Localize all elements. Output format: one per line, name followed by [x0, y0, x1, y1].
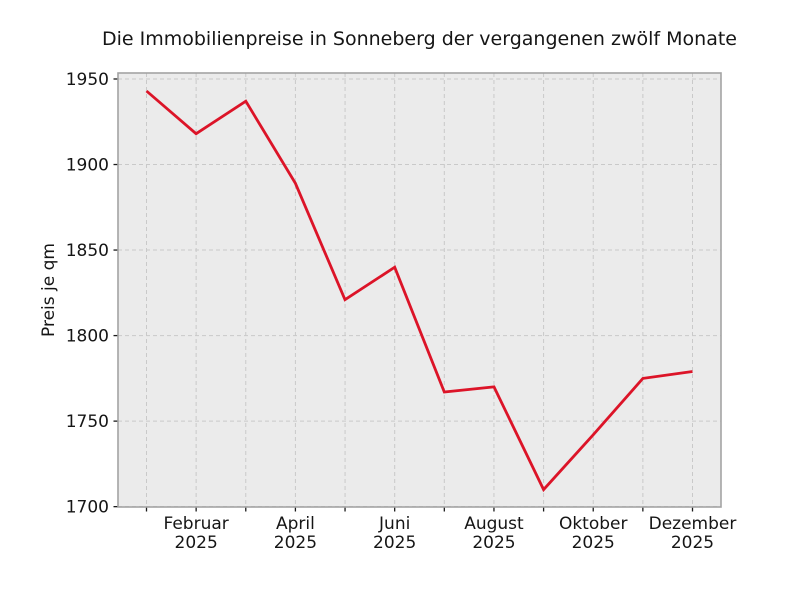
y-tick-label: 1950 [66, 70, 109, 90]
x-tick-label-month: Dezember [649, 514, 737, 534]
x-tick-label-month: Februar [163, 514, 228, 534]
y-tick-label: 1850 [66, 241, 109, 261]
y-tick-label: 1750 [66, 412, 109, 432]
x-tick-label-year: 2025 [472, 533, 515, 553]
plot-border [117, 72, 722, 508]
x-tick-label-year: 2025 [671, 533, 714, 553]
x-tick-label-month: August [464, 514, 524, 534]
x-tick-label-year: 2025 [274, 533, 317, 553]
chart-title: Die Immobilienpreise in Sonneberg der ve… [102, 28, 737, 50]
y-tick-label: 1800 [66, 327, 109, 347]
x-tick-label-year: 2025 [175, 533, 218, 553]
x-tick-label-month: April [276, 514, 315, 534]
price-line-series [145, 89, 693, 493]
x-tick-label-month: Juni [378, 514, 410, 534]
x-tick-label-year: 2025 [572, 533, 615, 553]
y-tick-label: 1900 [66, 156, 109, 176]
x-tick-label-month: Oktober [559, 514, 628, 534]
x-tick-label-year: 2025 [373, 533, 416, 553]
y-axis-label: Preis je qm [39, 243, 59, 337]
y-tick-label: 1700 [66, 498, 109, 518]
plot-background [118, 73, 721, 507]
